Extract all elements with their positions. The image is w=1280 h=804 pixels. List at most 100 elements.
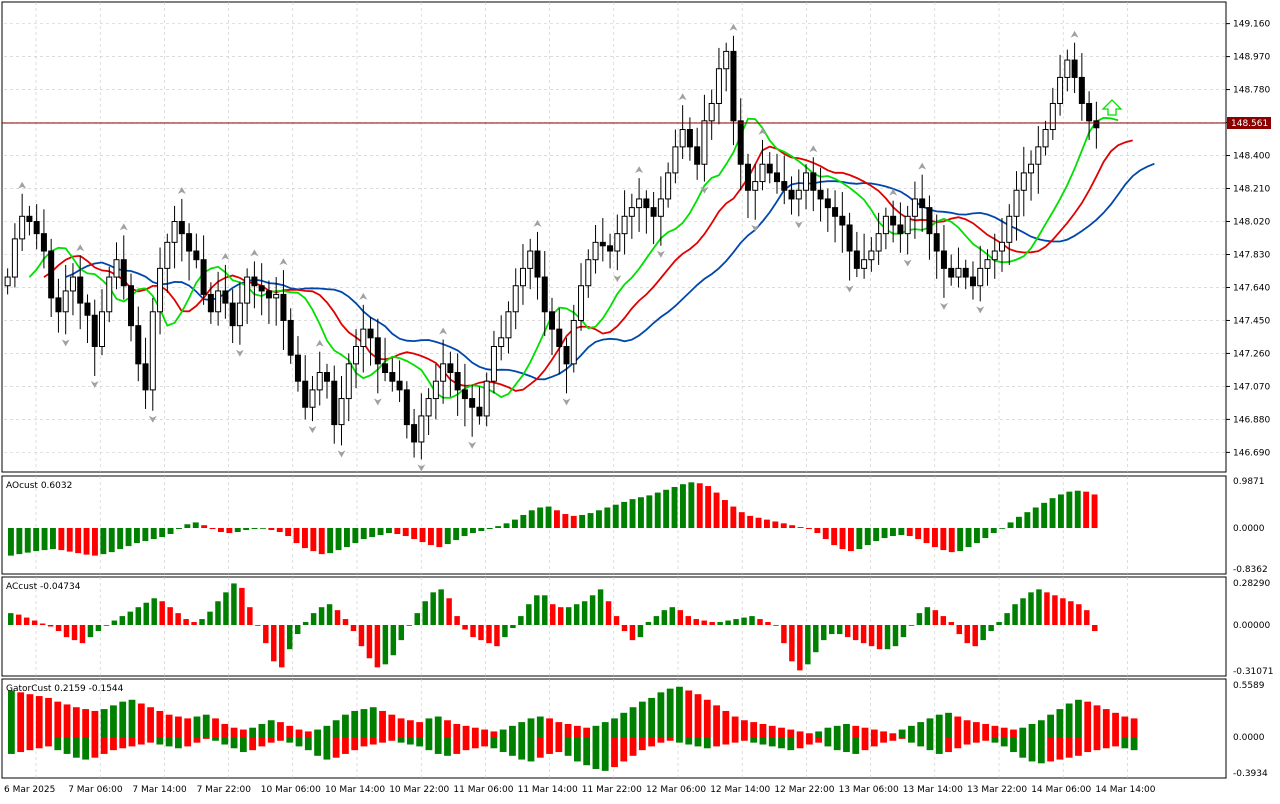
candle-body[interactable] bbox=[55, 297, 62, 313]
candle-body[interactable] bbox=[861, 259, 868, 269]
candle-body[interactable] bbox=[672, 146, 679, 174]
candle-body[interactable] bbox=[897, 224, 904, 235]
candle-body[interactable] bbox=[4, 276, 11, 287]
candle-body[interactable] bbox=[628, 207, 635, 217]
candle-body[interactable] bbox=[556, 328, 563, 347]
candle-body[interactable] bbox=[911, 198, 918, 217]
candle-body[interactable] bbox=[621, 215, 628, 235]
candle-body[interactable] bbox=[432, 380, 439, 400]
candle-body[interactable] bbox=[345, 363, 352, 400]
candle-body[interactable] bbox=[868, 250, 875, 261]
candle-body[interactable] bbox=[69, 276, 76, 292]
candle-body[interactable] bbox=[1020, 172, 1027, 191]
candle-body[interactable] bbox=[258, 285, 265, 292]
candle-body[interactable] bbox=[280, 293, 287, 321]
candle-body[interactable] bbox=[251, 276, 258, 287]
candle-body[interactable] bbox=[483, 380, 490, 417]
candle-body[interactable] bbox=[650, 207, 657, 217]
candle-body[interactable] bbox=[1078, 76, 1085, 104]
candle-body[interactable] bbox=[919, 198, 926, 209]
candle-body[interactable] bbox=[382, 363, 389, 374]
candle-body[interactable] bbox=[991, 250, 998, 261]
candle-body[interactable] bbox=[120, 259, 127, 287]
candle-body[interactable] bbox=[795, 189, 802, 200]
candle-body[interactable] bbox=[744, 163, 751, 191]
candle-body[interactable] bbox=[323, 372, 330, 382]
candle-body[interactable] bbox=[186, 233, 193, 252]
candle-body[interactable] bbox=[171, 221, 178, 243]
candle-body[interactable] bbox=[824, 198, 831, 209]
candle-body[interactable] bbox=[585, 259, 592, 287]
candle-body[interactable] bbox=[294, 354, 301, 382]
candle-body[interactable] bbox=[578, 285, 585, 321]
candle-body[interactable] bbox=[969, 276, 976, 287]
candle-body[interactable] bbox=[701, 120, 708, 165]
candle-body[interactable] bbox=[200, 259, 207, 295]
candle-body[interactable] bbox=[193, 250, 200, 261]
candle-body[interactable] bbox=[33, 221, 40, 235]
candle-body[interactable] bbox=[142, 363, 149, 391]
candle-body[interactable] bbox=[302, 380, 309, 408]
candle-body[interactable] bbox=[498, 337, 505, 347]
candle-body[interactable] bbox=[287, 319, 294, 356]
candle-body[interactable] bbox=[353, 345, 360, 365]
candle-body[interactable] bbox=[178, 221, 185, 235]
candle-body[interactable] bbox=[933, 233, 940, 252]
candle-body[interactable] bbox=[1064, 59, 1071, 78]
candle-body[interactable] bbox=[940, 250, 947, 269]
candle-body[interactable] bbox=[817, 189, 824, 200]
candle-body[interactable] bbox=[607, 245, 614, 252]
candle-body[interactable] bbox=[476, 406, 483, 417]
candle-body[interactable] bbox=[679, 129, 686, 148]
candle-body[interactable] bbox=[686, 129, 693, 148]
candle-body[interactable] bbox=[1057, 76, 1064, 104]
candle-body[interactable] bbox=[955, 267, 962, 278]
candle-body[interactable] bbox=[519, 267, 526, 287]
candle-body[interactable] bbox=[1086, 102, 1093, 122]
candle-body[interactable] bbox=[643, 198, 650, 209]
candle-body[interactable] bbox=[512, 285, 519, 313]
candle-body[interactable] bbox=[316, 372, 323, 391]
candle-body[interactable] bbox=[309, 389, 316, 408]
candle-body[interactable] bbox=[904, 215, 911, 235]
candle-body[interactable] bbox=[810, 172, 817, 191]
candle-body[interactable] bbox=[759, 163, 766, 183]
candle-body[interactable] bbox=[84, 302, 91, 316]
candle-body[interactable] bbox=[948, 267, 955, 278]
candle-body[interactable] bbox=[890, 215, 897, 226]
candle-body[interactable] bbox=[273, 293, 280, 299]
candle-body[interactable] bbox=[403, 389, 410, 426]
candle-body[interactable] bbox=[367, 328, 374, 339]
candle-body[interactable] bbox=[374, 337, 381, 365]
candle-body[interactable] bbox=[592, 241, 599, 261]
candle-body[interactable] bbox=[1071, 59, 1078, 78]
candle-body[interactable] bbox=[570, 319, 577, 365]
candle-body[interactable] bbox=[1093, 120, 1100, 129]
candle-body[interactable] bbox=[534, 250, 541, 278]
candles[interactable] bbox=[4, 35, 1100, 460]
candle-body[interactable] bbox=[149, 311, 156, 391]
candle-body[interactable] bbox=[788, 189, 795, 200]
candle-body[interactable] bbox=[962, 267, 969, 278]
candle-body[interactable] bbox=[999, 241, 1006, 252]
candle-body[interactable] bbox=[977, 267, 984, 287]
candle-body[interactable] bbox=[164, 241, 171, 269]
candle-body[interactable] bbox=[215, 290, 222, 313]
candle-body[interactable] bbox=[832, 207, 839, 217]
candle-body[interactable] bbox=[222, 290, 229, 304]
candle-body[interactable] bbox=[1006, 215, 1013, 243]
candle-body[interactable] bbox=[236, 302, 243, 327]
candle-body[interactable] bbox=[839, 215, 846, 226]
candle-body[interactable] bbox=[665, 172, 672, 200]
candle-body[interactable] bbox=[853, 250, 860, 269]
candle-body[interactable] bbox=[48, 250, 55, 299]
candle-body[interactable] bbox=[723, 50, 730, 70]
candle-body[interactable] bbox=[766, 163, 773, 174]
candle-body[interactable] bbox=[657, 198, 664, 217]
candle-body[interactable] bbox=[1049, 102, 1056, 131]
candle-body[interactable] bbox=[461, 389, 468, 400]
candle-body[interactable] bbox=[389, 372, 396, 382]
candle-body[interactable] bbox=[549, 311, 555, 330]
candle-body[interactable] bbox=[360, 328, 367, 347]
